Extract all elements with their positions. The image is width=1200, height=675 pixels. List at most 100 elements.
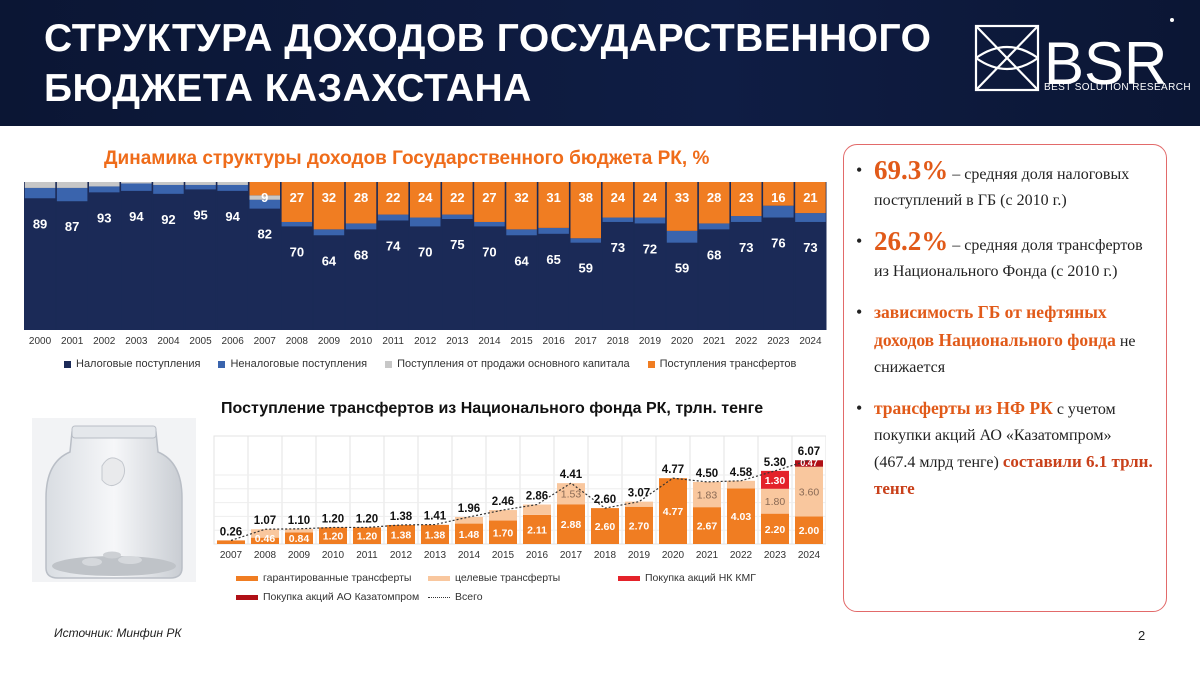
tax-label-2013: 75 bbox=[450, 237, 464, 252]
transfer-label-2009: 32 bbox=[322, 190, 336, 205]
total-label-2018: 2.60 bbox=[594, 494, 616, 506]
tax-label-2005: 95 bbox=[193, 207, 207, 222]
x-tick-2015: 2015 bbox=[510, 336, 533, 347]
transfer-label-2007: 9 bbox=[261, 190, 268, 205]
bar-segment-2023-s1 bbox=[761, 488, 789, 514]
bar-segment-2007-s0 bbox=[249, 208, 280, 330]
bar-segment-2020-s3 bbox=[666, 182, 698, 231]
x-tick-2020: 2020 bbox=[662, 550, 685, 561]
bar-segment-2018-s0 bbox=[591, 508, 619, 544]
total-label-2016: 2.86 bbox=[526, 491, 548, 503]
x-tick-2016: 2016 bbox=[543, 336, 566, 347]
legend-item-total: Всего bbox=[428, 591, 483, 603]
bar-segment-2000-s0 bbox=[24, 198, 56, 330]
x-tick-2009: 2009 bbox=[288, 550, 311, 561]
bar-segment-2017-s1 bbox=[570, 238, 601, 243]
bar-segment-2024-s1 bbox=[795, 213, 826, 222]
bar-segment-2013-s0 bbox=[442, 219, 473, 330]
finding-transfer-share: 26.2% – средняя доля трансфертов из Наци… bbox=[854, 228, 1154, 285]
bar-segment-2022-s3 bbox=[731, 182, 762, 217]
bar-segment-2002-s0 bbox=[89, 192, 120, 330]
source-note: Источник: Минфин РК bbox=[54, 626, 182, 640]
tax-label-2006: 94 bbox=[225, 209, 240, 224]
bar-segment-2013-s1 bbox=[442, 214, 473, 219]
bar-segment-2007-s1 bbox=[249, 199, 280, 209]
legend-label: Покупка акций НК КМГ bbox=[645, 572, 756, 584]
tax-label-2015: 64 bbox=[514, 253, 529, 268]
transfer-label-2016: 31 bbox=[546, 190, 560, 205]
kazatomprom-label-2024: 0.47 bbox=[800, 458, 818, 468]
chart1-legend: Налоговые поступления Неналоговые поступ… bbox=[64, 358, 796, 370]
bar-segment-2011-s0 bbox=[377, 220, 409, 330]
x-tick-2014: 2014 bbox=[478, 336, 501, 347]
guaranteed-label-2014: 1.48 bbox=[459, 529, 480, 541]
bar-segment-2019-s0 bbox=[634, 223, 666, 330]
bar-segment-2024-s3 bbox=[795, 460, 823, 467]
bar-segment-2014-s1 bbox=[474, 221, 505, 227]
bar-segment-2015-s0 bbox=[489, 520, 517, 544]
legend-label: Поступления трансфертов bbox=[659, 358, 797, 370]
x-tick-2003: 2003 bbox=[125, 336, 148, 347]
x-tick-2006: 2006 bbox=[222, 336, 245, 347]
tax-label-2020: 59 bbox=[675, 261, 689, 276]
bar-segment-2008-s1 bbox=[251, 529, 279, 538]
x-tick-2024: 2024 bbox=[798, 550, 821, 561]
x-tick-2016: 2016 bbox=[526, 550, 549, 561]
x-tick-2021: 2021 bbox=[696, 550, 719, 561]
x-tick-2020: 2020 bbox=[671, 336, 694, 347]
bar-segment-2000-s2 bbox=[24, 182, 56, 188]
x-tick-2012: 2012 bbox=[414, 336, 437, 347]
guaranteed-label-2012: 1.38 bbox=[391, 529, 412, 541]
bar-segment-2015-s1 bbox=[506, 229, 537, 236]
bar-segment-2006-s0 bbox=[217, 190, 248, 330]
finding-highlight: зависимость ГБ от нефтяных доходов Нацио… bbox=[874, 302, 1116, 350]
bar-segment-2010-s0 bbox=[319, 527, 347, 544]
x-tick-2005: 2005 bbox=[189, 336, 212, 347]
transfer-label-2018: 24 bbox=[611, 190, 626, 205]
total-label-2014: 1.96 bbox=[458, 503, 480, 515]
bar-segment-2004-s1 bbox=[153, 184, 184, 194]
bar-segment-2021-s0 bbox=[693, 507, 721, 544]
bar-segment-2023-s3 bbox=[763, 182, 794, 206]
legend-label: Всего bbox=[455, 591, 483, 603]
total-label-2015: 2.46 bbox=[492, 496, 514, 508]
finding-text: – средняя доля трансфертов из Национальн… bbox=[874, 237, 1143, 280]
bar-segment-2017-s0 bbox=[557, 504, 585, 544]
x-tick-2007: 2007 bbox=[220, 550, 243, 561]
x-tick-2023: 2023 bbox=[764, 550, 787, 561]
x-tick-2012: 2012 bbox=[390, 550, 413, 561]
bar-segment-2021-s1 bbox=[693, 481, 721, 508]
x-tick-2014: 2014 bbox=[458, 550, 481, 561]
bar-segment-2018-s3 bbox=[602, 182, 634, 218]
bar-segment-2018-s0 bbox=[602, 221, 634, 330]
tax-label-2008: 70 bbox=[290, 244, 304, 259]
guaranteed-label-2015: 1.70 bbox=[493, 527, 514, 539]
transfer-label-2020: 33 bbox=[675, 190, 689, 205]
targeted-label-2023: 1.80 bbox=[765, 496, 786, 508]
tax-label-2000: 89 bbox=[33, 216, 47, 231]
bar-segment-2013-s3 bbox=[442, 182, 473, 215]
x-tick-2018: 2018 bbox=[607, 336, 630, 347]
logo-mark bbox=[974, 24, 1040, 92]
bar-segment-2003-s0 bbox=[121, 190, 152, 330]
total-label-2017: 4.41 bbox=[560, 469, 583, 481]
transfer-label-2008: 27 bbox=[290, 190, 304, 205]
total-line bbox=[230, 459, 810, 541]
x-tick-2019: 2019 bbox=[628, 550, 651, 561]
finding-text: с учетом покупки акций АО «Казатомпром» … bbox=[874, 401, 1116, 471]
transfer-label-2022: 23 bbox=[739, 190, 753, 205]
bar-segment-2022-s1 bbox=[731, 216, 762, 222]
tax-label-2003: 94 bbox=[129, 209, 144, 224]
bar-segment-2019-s1 bbox=[634, 217, 666, 224]
guaranteed-label-2024: 2.00 bbox=[799, 525, 820, 537]
guaranteed-label-2011: 1.20 bbox=[357, 531, 378, 543]
finding-transfers-total: трансферты из НФ РК с учетом покупки акц… bbox=[854, 395, 1154, 503]
bar-segment-2021-s1 bbox=[698, 223, 730, 230]
bar-segment-2009-s1 bbox=[285, 528, 313, 533]
x-tick-2010: 2010 bbox=[350, 336, 373, 347]
bsr-logo: BSR bbox=[974, 18, 1174, 97]
bar-segment-2021-s0 bbox=[698, 229, 730, 330]
tax-label-2012: 70 bbox=[418, 244, 432, 259]
tax-label-2019: 72 bbox=[643, 241, 657, 256]
bar-segment-2014-s3 bbox=[474, 182, 505, 222]
